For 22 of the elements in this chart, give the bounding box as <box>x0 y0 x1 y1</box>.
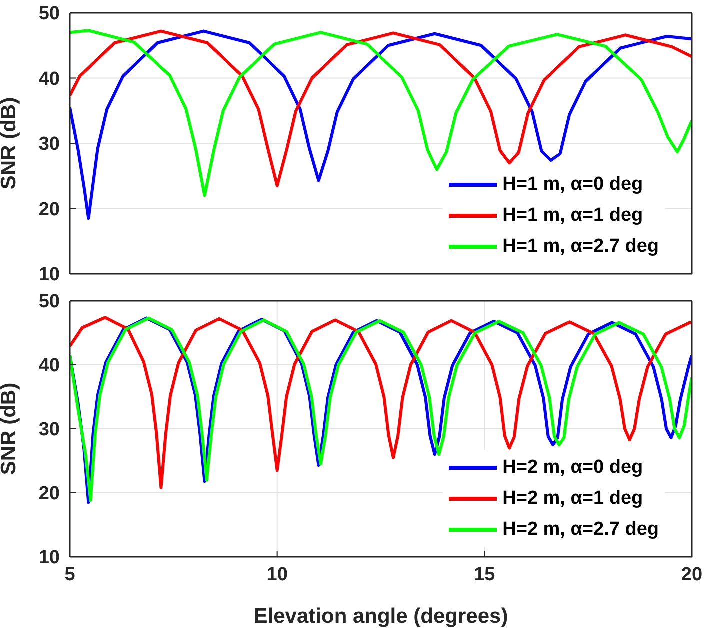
y-tick-label: 20 <box>38 199 60 220</box>
x-tick-label: 10 <box>266 564 288 586</box>
legend-label: H=2 m, α=2.7 deg <box>502 518 659 540</box>
y-tick-label: 40 <box>38 356 60 377</box>
y-tick-label: 10 <box>38 264 60 286</box>
y-tick-label: 20 <box>38 484 60 505</box>
x-tick-label: 20 <box>681 564 703 586</box>
y-tick-label: 30 <box>38 420 60 441</box>
x-tick-label: 15 <box>474 564 496 586</box>
y-tick-label: 50 <box>38 292 60 313</box>
y-tick-label: 30 <box>38 134 60 156</box>
y-axis-title: SNR (dB) <box>0 97 20 190</box>
y-tick-label: 10 <box>38 548 60 569</box>
y-tick-label: 50 <box>38 4 60 25</box>
legend-label: H=1 m, α=2.7 deg <box>502 236 659 258</box>
legend-label: H=1 m, α=1 deg <box>502 204 644 226</box>
x-tick-label: 5 <box>64 564 76 586</box>
legend-label: H=1 m, α=0 deg <box>502 174 644 196</box>
legend-label: H=2 m, α=1 deg <box>502 488 644 510</box>
y-axis-title: SNR (dB) <box>0 382 20 476</box>
y-tick-label: 40 <box>38 68 60 90</box>
legend-label: H=2 m, α=0 deg <box>502 456 644 478</box>
